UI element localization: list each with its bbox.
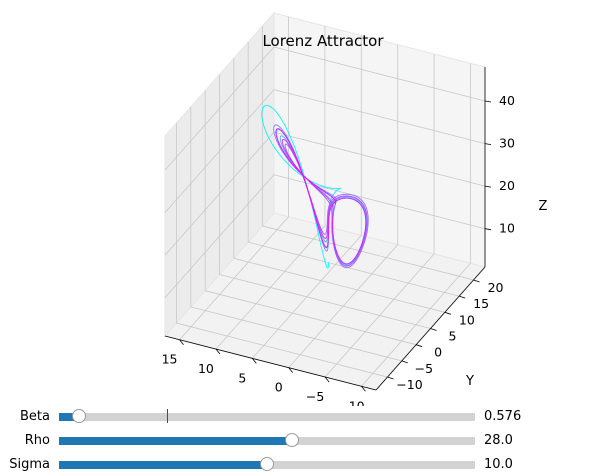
y-tick-label: 20 [488,280,504,295]
y-tick-mark [387,376,394,380]
trajectory-segment [328,195,368,225]
trajectory-segment [332,232,349,265]
rho-slider-track[interactable] [59,433,475,447]
sigma-slider-label: Sigma [9,457,50,472]
x-tick-mark [288,367,294,373]
z-tick-label: 20 [499,178,515,193]
z-tick-mark [484,143,492,145]
trajectory-segment [312,208,328,242]
z-grid-line [164,174,275,298]
z-grid-line [273,46,486,102]
y-tick-label: 0 [434,345,442,360]
x-tick-mark [324,376,330,383]
trajectory-segment [338,195,369,269]
trajectory-segment [331,214,336,249]
trajectory-segment [305,183,328,240]
z-grid-line [164,131,275,256]
y-tick-label: 15 [473,296,489,311]
y-grid-line [176,322,388,378]
y-tick-label: −10 [396,377,422,392]
z-grid-line [273,131,486,187]
rho-slider-row: Rho 28.0 [0,432,590,452]
x-tick-mark [215,348,221,355]
rho-slider-handle[interactable] [284,433,299,447]
beta-slider-track[interactable] [59,409,475,423]
sigma-slider-row: Sigma 10.0 [0,456,590,476]
trajectory-segment [322,252,329,269]
z-tick-label: 30 [499,136,515,151]
beta-slider-fill [59,413,79,421]
beta-slider-label: Beta [20,409,50,424]
y-grid-line [219,274,431,329]
trajectory-segment [275,128,336,205]
x-tick-mark [251,358,257,364]
y-tick-mark [416,344,423,348]
trajectory-segment [279,128,327,249]
z-tick-mark [484,100,492,103]
trajectory-segment [334,224,368,267]
z-grid-line [164,46,275,171]
trajectory-segment [326,210,330,237]
trajectory-segment [337,197,367,265]
trajectory-segment [281,138,330,201]
x-tick-label: 5 [238,370,246,385]
z-grid-line [273,89,486,144]
z-tick-mark [484,228,492,231]
trajectory-segment [328,199,339,230]
x-tick-label: 0 [275,380,283,395]
z-grid-line [164,89,275,213]
y-axis-label: Y [465,374,474,389]
z-tick-label: 40 [499,93,515,108]
trajectory-segment [323,217,328,235]
rho-slider-value: 28.0 [484,433,513,448]
x-tick-label: −10 [338,398,364,406]
trajectory-segment [261,104,328,253]
y-tick-mark [444,311,451,315]
x-axis-line [164,335,377,391]
x-tick-mark [179,339,184,345]
sigma-slider-fill [59,461,267,469]
beta-initial-value-marker [166,409,168,423]
y-tick-mark [430,328,437,331]
z-tick-mark [484,185,492,188]
rho-slider-fill [59,437,292,445]
rho-slider-label: Rho [24,433,50,448]
x-tick-label: −5 [306,389,324,404]
y-tick-label: −5 [415,361,433,376]
y-grid-line [248,241,460,297]
y-grid-line [233,257,445,313]
chart-title: Lorenz Attractor [262,32,384,50]
y-grid-line [190,306,402,362]
beta-slider-handle[interactable] [72,409,86,423]
grid-lines [164,16,486,387]
y-grid-line [205,290,417,346]
trajectory-segment [328,196,368,230]
z-axis-label: Z [539,199,548,214]
trajectory-segment [326,186,342,206]
x-tick-label: 15 [162,352,178,367]
sigma-slider-track[interactable] [59,457,475,471]
y-tick-label: 10 [459,312,475,327]
beta-slider-value: 0.576 [484,409,522,424]
trajectory-segment [329,200,334,233]
sigma-slider-value: 10.0 [484,457,513,472]
z-tick-label: 10 [499,221,515,236]
trajectory-segment [326,229,329,249]
z-grid-line [273,174,486,230]
y-tick-mark [459,295,466,299]
y-tick-mark [401,360,408,364]
y-tick-mark [473,279,480,283]
attractor-trajectory [261,104,369,269]
x-tick-mark [361,386,366,392]
sigma-slider-handle[interactable] [260,457,274,471]
beta-slider-row: Beta 0.576 [0,408,590,428]
y-tick-label: 5 [449,329,457,344]
x-tick-label: 10 [198,361,214,376]
y-grid-line [262,225,474,281]
